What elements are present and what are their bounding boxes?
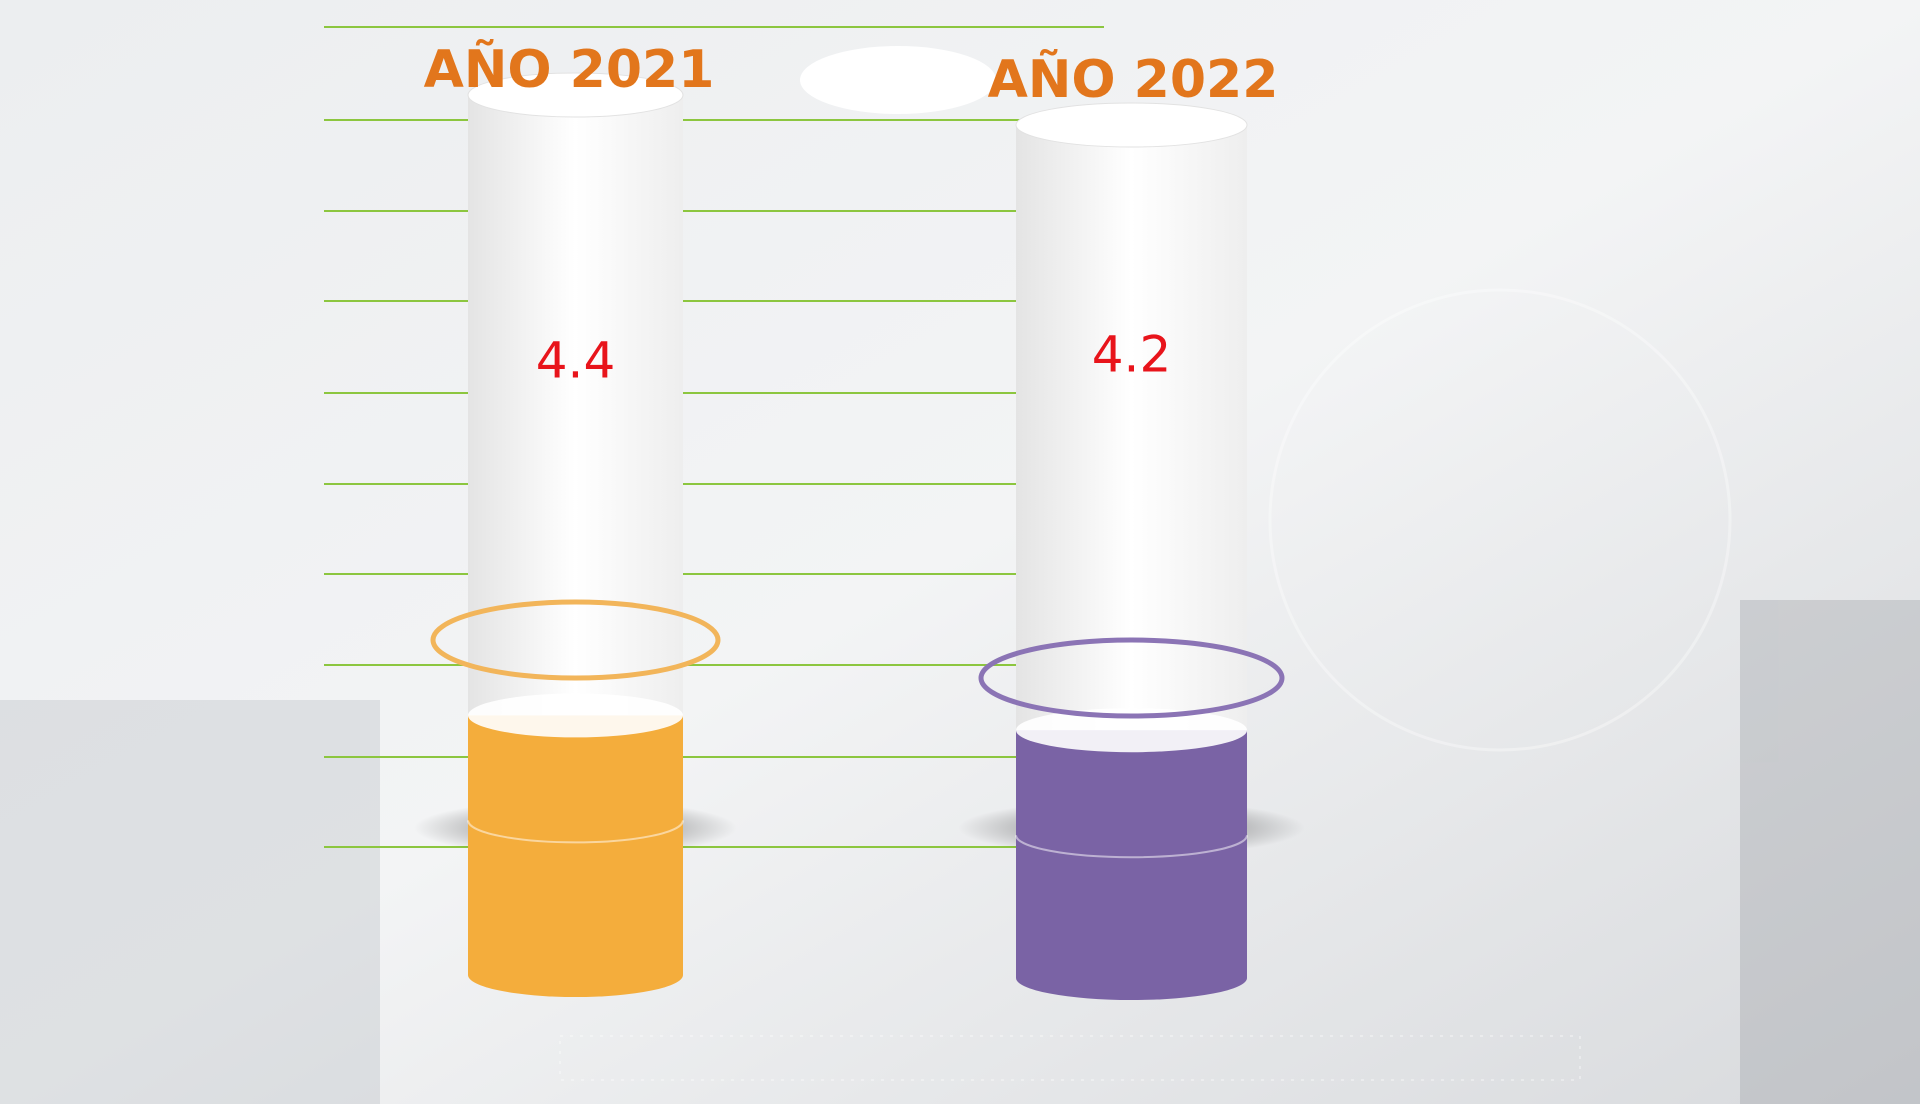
- band-line: [1015, 835, 1248, 859]
- bar: [468, 715, 683, 975]
- category-label: AÑO 2022: [988, 49, 1279, 110]
- decorative-lines: [324, 26, 1104, 848]
- ring: [430, 599, 721, 681]
- cylinder-top: [1015, 102, 1248, 148]
- band-line: [467, 820, 684, 844]
- cylinder-top: [467, 72, 684, 118]
- decorative-ellipse: [800, 46, 996, 114]
- category-label: AÑO 2021: [424, 39, 715, 100]
- bar: [1016, 730, 1247, 978]
- background-decoration: [0, 288, 1920, 1104]
- plot-area: AÑO 2021 4.4 AÑO 2022 4.2: [414, 39, 1305, 1000]
- value-label: 4.4: [536, 332, 616, 390]
- bar-top: [468, 693, 683, 738]
- bar-top: [1016, 708, 1247, 753]
- value-label: 4.2: [1092, 326, 1172, 384]
- ring: [978, 637, 1285, 719]
